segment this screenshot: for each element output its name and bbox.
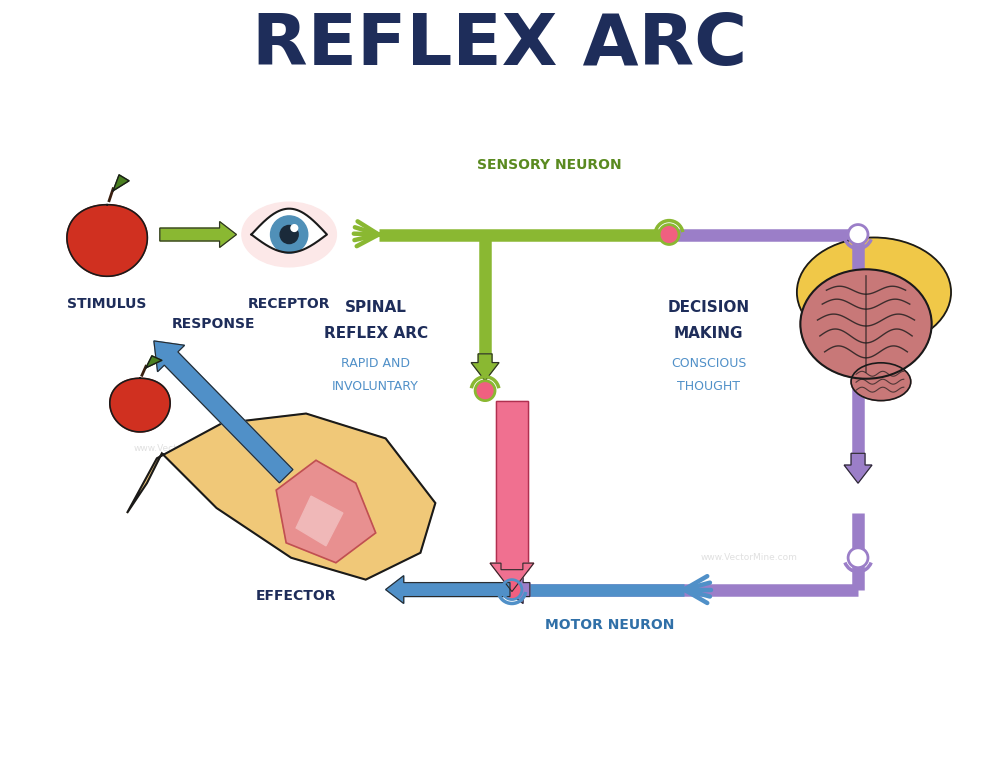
- Polygon shape: [110, 378, 170, 432]
- Polygon shape: [146, 356, 162, 368]
- Text: MAKING: MAKING: [674, 326, 744, 342]
- Text: INVOLUNTARY: INVOLUNTARY: [332, 380, 419, 393]
- Ellipse shape: [797, 237, 951, 347]
- Text: RESPONSE: RESPONSE: [172, 317, 255, 331]
- Circle shape: [271, 216, 308, 253]
- Bar: [496, 401, 528, 570]
- Circle shape: [280, 226, 298, 243]
- Polygon shape: [127, 413, 435, 580]
- Text: REFLEX ARC: REFLEX ARC: [252, 11, 748, 80]
- Ellipse shape: [242, 202, 336, 266]
- Polygon shape: [251, 209, 327, 253]
- Text: EFFECTOR: EFFECTOR: [256, 588, 336, 603]
- Text: www.VectorMine.com: www.VectorMine.com: [700, 553, 797, 562]
- Circle shape: [848, 548, 868, 568]
- Polygon shape: [490, 563, 534, 591]
- Text: DECISION: DECISION: [668, 300, 750, 315]
- Polygon shape: [296, 496, 343, 546]
- Circle shape: [502, 580, 522, 600]
- Text: REFLEX ARC: REFLEX ARC: [324, 326, 428, 342]
- Ellipse shape: [851, 362, 911, 401]
- Polygon shape: [154, 341, 293, 483]
- Ellipse shape: [299, 492, 353, 528]
- Circle shape: [475, 381, 495, 401]
- Ellipse shape: [800, 270, 932, 379]
- Text: SENSORY NEURON: SENSORY NEURON: [477, 158, 622, 172]
- Polygon shape: [471, 354, 499, 381]
- Polygon shape: [505, 576, 530, 604]
- Bar: [496, 401, 528, 570]
- Polygon shape: [844, 453, 872, 483]
- Text: STIMULUS: STIMULUS: [67, 297, 147, 311]
- Polygon shape: [386, 576, 510, 604]
- Polygon shape: [67, 205, 147, 276]
- Text: THOUGHT: THOUGHT: [677, 380, 740, 393]
- Text: www.VectorMine.com: www.VectorMine.com: [133, 444, 230, 453]
- Text: RECEPTOR: RECEPTOR: [248, 297, 330, 311]
- Text: MOTOR NEURON: MOTOR NEURON: [545, 618, 674, 632]
- Circle shape: [291, 225, 298, 231]
- Circle shape: [659, 224, 679, 244]
- Polygon shape: [160, 222, 236, 247]
- Text: SPINAL: SPINAL: [345, 300, 407, 315]
- Polygon shape: [113, 175, 129, 190]
- Polygon shape: [276, 460, 376, 563]
- Text: RAPID AND: RAPID AND: [341, 357, 410, 370]
- Circle shape: [848, 224, 868, 244]
- Text: CONSCIOUS: CONSCIOUS: [671, 357, 747, 370]
